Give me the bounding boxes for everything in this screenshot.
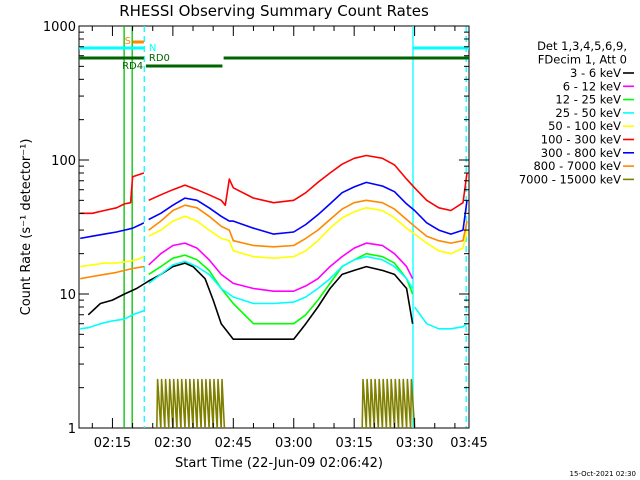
y-tick-label: 10 <box>59 288 76 303</box>
series-line <box>156 378 416 428</box>
y-tick-label: 1000 <box>43 20 76 35</box>
legend-entry-label: 50 - 100 keV <box>548 119 621 133</box>
legend-entry-label: 3 - 6 keV <box>570 66 621 80</box>
series-line <box>148 242 414 292</box>
x-tick-label: 03:15 <box>335 436 372 451</box>
flag-label-rd4: RD4 <box>122 61 143 72</box>
legend-entry-label: 25 - 50 keV <box>555 106 621 120</box>
y-tick-label: 100 <box>51 154 76 169</box>
series-line <box>148 252 414 325</box>
flag-label-s: S <box>125 36 131 47</box>
plot-frame <box>78 25 470 429</box>
legend-entry-label: 300 - 800 keV <box>541 146 621 160</box>
y-tick-label: 1 <box>68 422 76 437</box>
legend-entry-label: 7000 - 15000 keV <box>519 172 621 186</box>
x-tick-label: 02:30 <box>154 436 191 451</box>
chart-title: RHESSI Observing Summary Count Rates <box>119 2 429 20</box>
legend-entry-label: 6 - 12 keV <box>563 79 621 93</box>
series-layer <box>80 154 468 428</box>
footer-timestamp: 15-Oct-2021 02:30 <box>570 470 636 478</box>
x-tick-label: 03:00 <box>275 436 312 451</box>
legend: Det 1,3,4,5,6,9,FDecim 1, Att 03 - 6 keV… <box>519 39 634 186</box>
legend-header: FDecim 1, Att 0 <box>538 52 627 66</box>
flag-label-rd0: RD0 <box>149 53 170 64</box>
series-line <box>80 154 468 215</box>
axis-ticks: 1 10 100 1000 02:15 02:30 02:45 03:00 03:15 03:30… <box>43 20 488 451</box>
legend-header: Det 1,3,4,5,6,9, <box>537 39 627 53</box>
series-line <box>80 255 468 330</box>
series-line <box>80 199 468 280</box>
series-line <box>80 207 468 268</box>
series-line <box>87 262 414 340</box>
y-axis-label: Count Rate (s⁻¹ detector⁻¹) <box>19 139 34 316</box>
series-line <box>80 181 468 240</box>
y-axis-label-text: Count Rate (s⁻¹ detector⁻¹) <box>19 139 34 316</box>
x-tick-label: 03:30 <box>396 436 433 451</box>
flag-label-n: N <box>149 43 156 54</box>
legend-entry-label: 12 - 25 keV <box>555 93 621 107</box>
x-tick-label: 03:45 <box>450 436 487 451</box>
legend-entry-label: 100 - 300 keV <box>541 133 621 147</box>
x-tick-label: 02:15 <box>94 436 131 451</box>
x-tick-label: 02:45 <box>215 436 252 451</box>
legend-entry-label: 800 - 7000 keV <box>533 159 621 173</box>
x-axis-label: Start Time (22-Jun-09 02:06:42) <box>175 456 383 471</box>
